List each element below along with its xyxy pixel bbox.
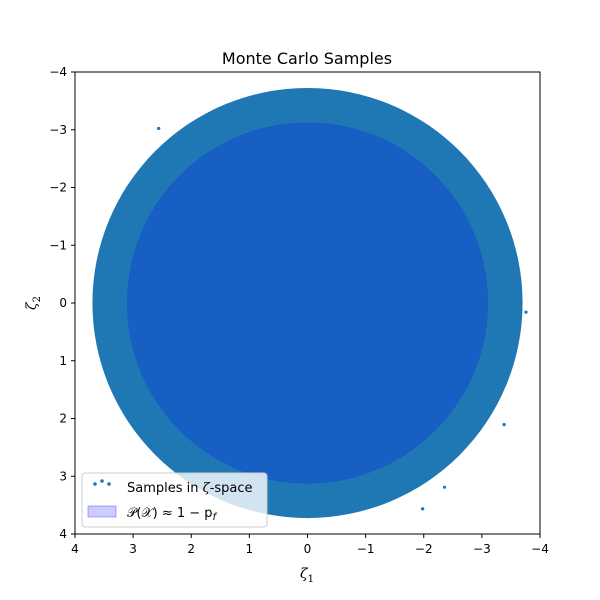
x-tick-label: −3 xyxy=(473,542,491,556)
x-tick-label: −2 xyxy=(415,542,433,556)
y-tick-label: 0 xyxy=(59,296,67,310)
x-tick-label: 1 xyxy=(246,542,254,556)
legend-label-samples: Samples in ζ-space xyxy=(127,481,253,496)
y-tick-label: −1 xyxy=(49,238,67,252)
sample-point xyxy=(120,201,124,205)
sample-point xyxy=(113,243,118,247)
legend-marker-samples xyxy=(93,479,111,486)
sample-point xyxy=(498,214,503,218)
legend-label-region: 𝒫(𝒳) ≈ 1 − pf xyxy=(127,506,218,523)
sample-point xyxy=(97,306,101,310)
samples-series xyxy=(92,72,528,552)
x-tick-label: 0 xyxy=(304,542,312,556)
y-tick-label: 4 xyxy=(59,527,67,541)
legend: Samples in ζ-space 𝒫(𝒳) ≈ 1 − pf xyxy=(81,472,268,528)
sample-point xyxy=(113,370,118,375)
sample-point xyxy=(284,508,288,512)
sample-point xyxy=(524,310,528,314)
legend-marker-region xyxy=(87,505,117,518)
x-tick-label: −4 xyxy=(531,542,549,556)
x-tick-label: 3 xyxy=(129,542,137,556)
x-ticks: 4 3 2 1 0 −1 −2 −3 −4 xyxy=(71,534,549,556)
legend-sample-dot xyxy=(100,479,104,483)
legend-sample-dot xyxy=(93,482,97,486)
sample-point xyxy=(421,507,425,511)
x-axis-label: ζ1 xyxy=(300,566,314,585)
y-tick-label: 2 xyxy=(59,412,67,426)
legend-box xyxy=(81,472,268,528)
sample-point xyxy=(157,126,161,131)
sample-point xyxy=(141,176,145,180)
y-tick-label: 1 xyxy=(59,354,67,368)
plot-area xyxy=(92,72,528,552)
samples-dense-core xyxy=(92,87,523,519)
y-axis-label: ζ2 xyxy=(24,296,43,310)
x-tick-label: −1 xyxy=(357,542,375,556)
sample-point xyxy=(98,321,102,325)
legend-sample-dot xyxy=(107,482,111,486)
y-ticks: −4 −3 −2 −1 0 1 2 3 4 xyxy=(49,65,75,541)
y-tick-label: 3 xyxy=(59,469,67,483)
x-tick-label: 2 xyxy=(187,542,195,556)
y-tick-label: −2 xyxy=(49,181,67,195)
sample-point xyxy=(442,485,447,489)
sample-point xyxy=(195,549,198,552)
x-tick-label: 4 xyxy=(71,542,79,556)
sample-point xyxy=(436,146,440,150)
y-tick-label: −4 xyxy=(49,65,67,79)
sample-point xyxy=(508,368,512,372)
chart-title: Monte Carlo Samples xyxy=(222,49,392,68)
sample-point xyxy=(437,154,441,158)
y-tick-label: −3 xyxy=(49,123,67,137)
sample-point xyxy=(174,154,178,158)
sample-point xyxy=(502,422,506,427)
sample-point xyxy=(365,105,369,109)
region-circle xyxy=(126,122,489,484)
